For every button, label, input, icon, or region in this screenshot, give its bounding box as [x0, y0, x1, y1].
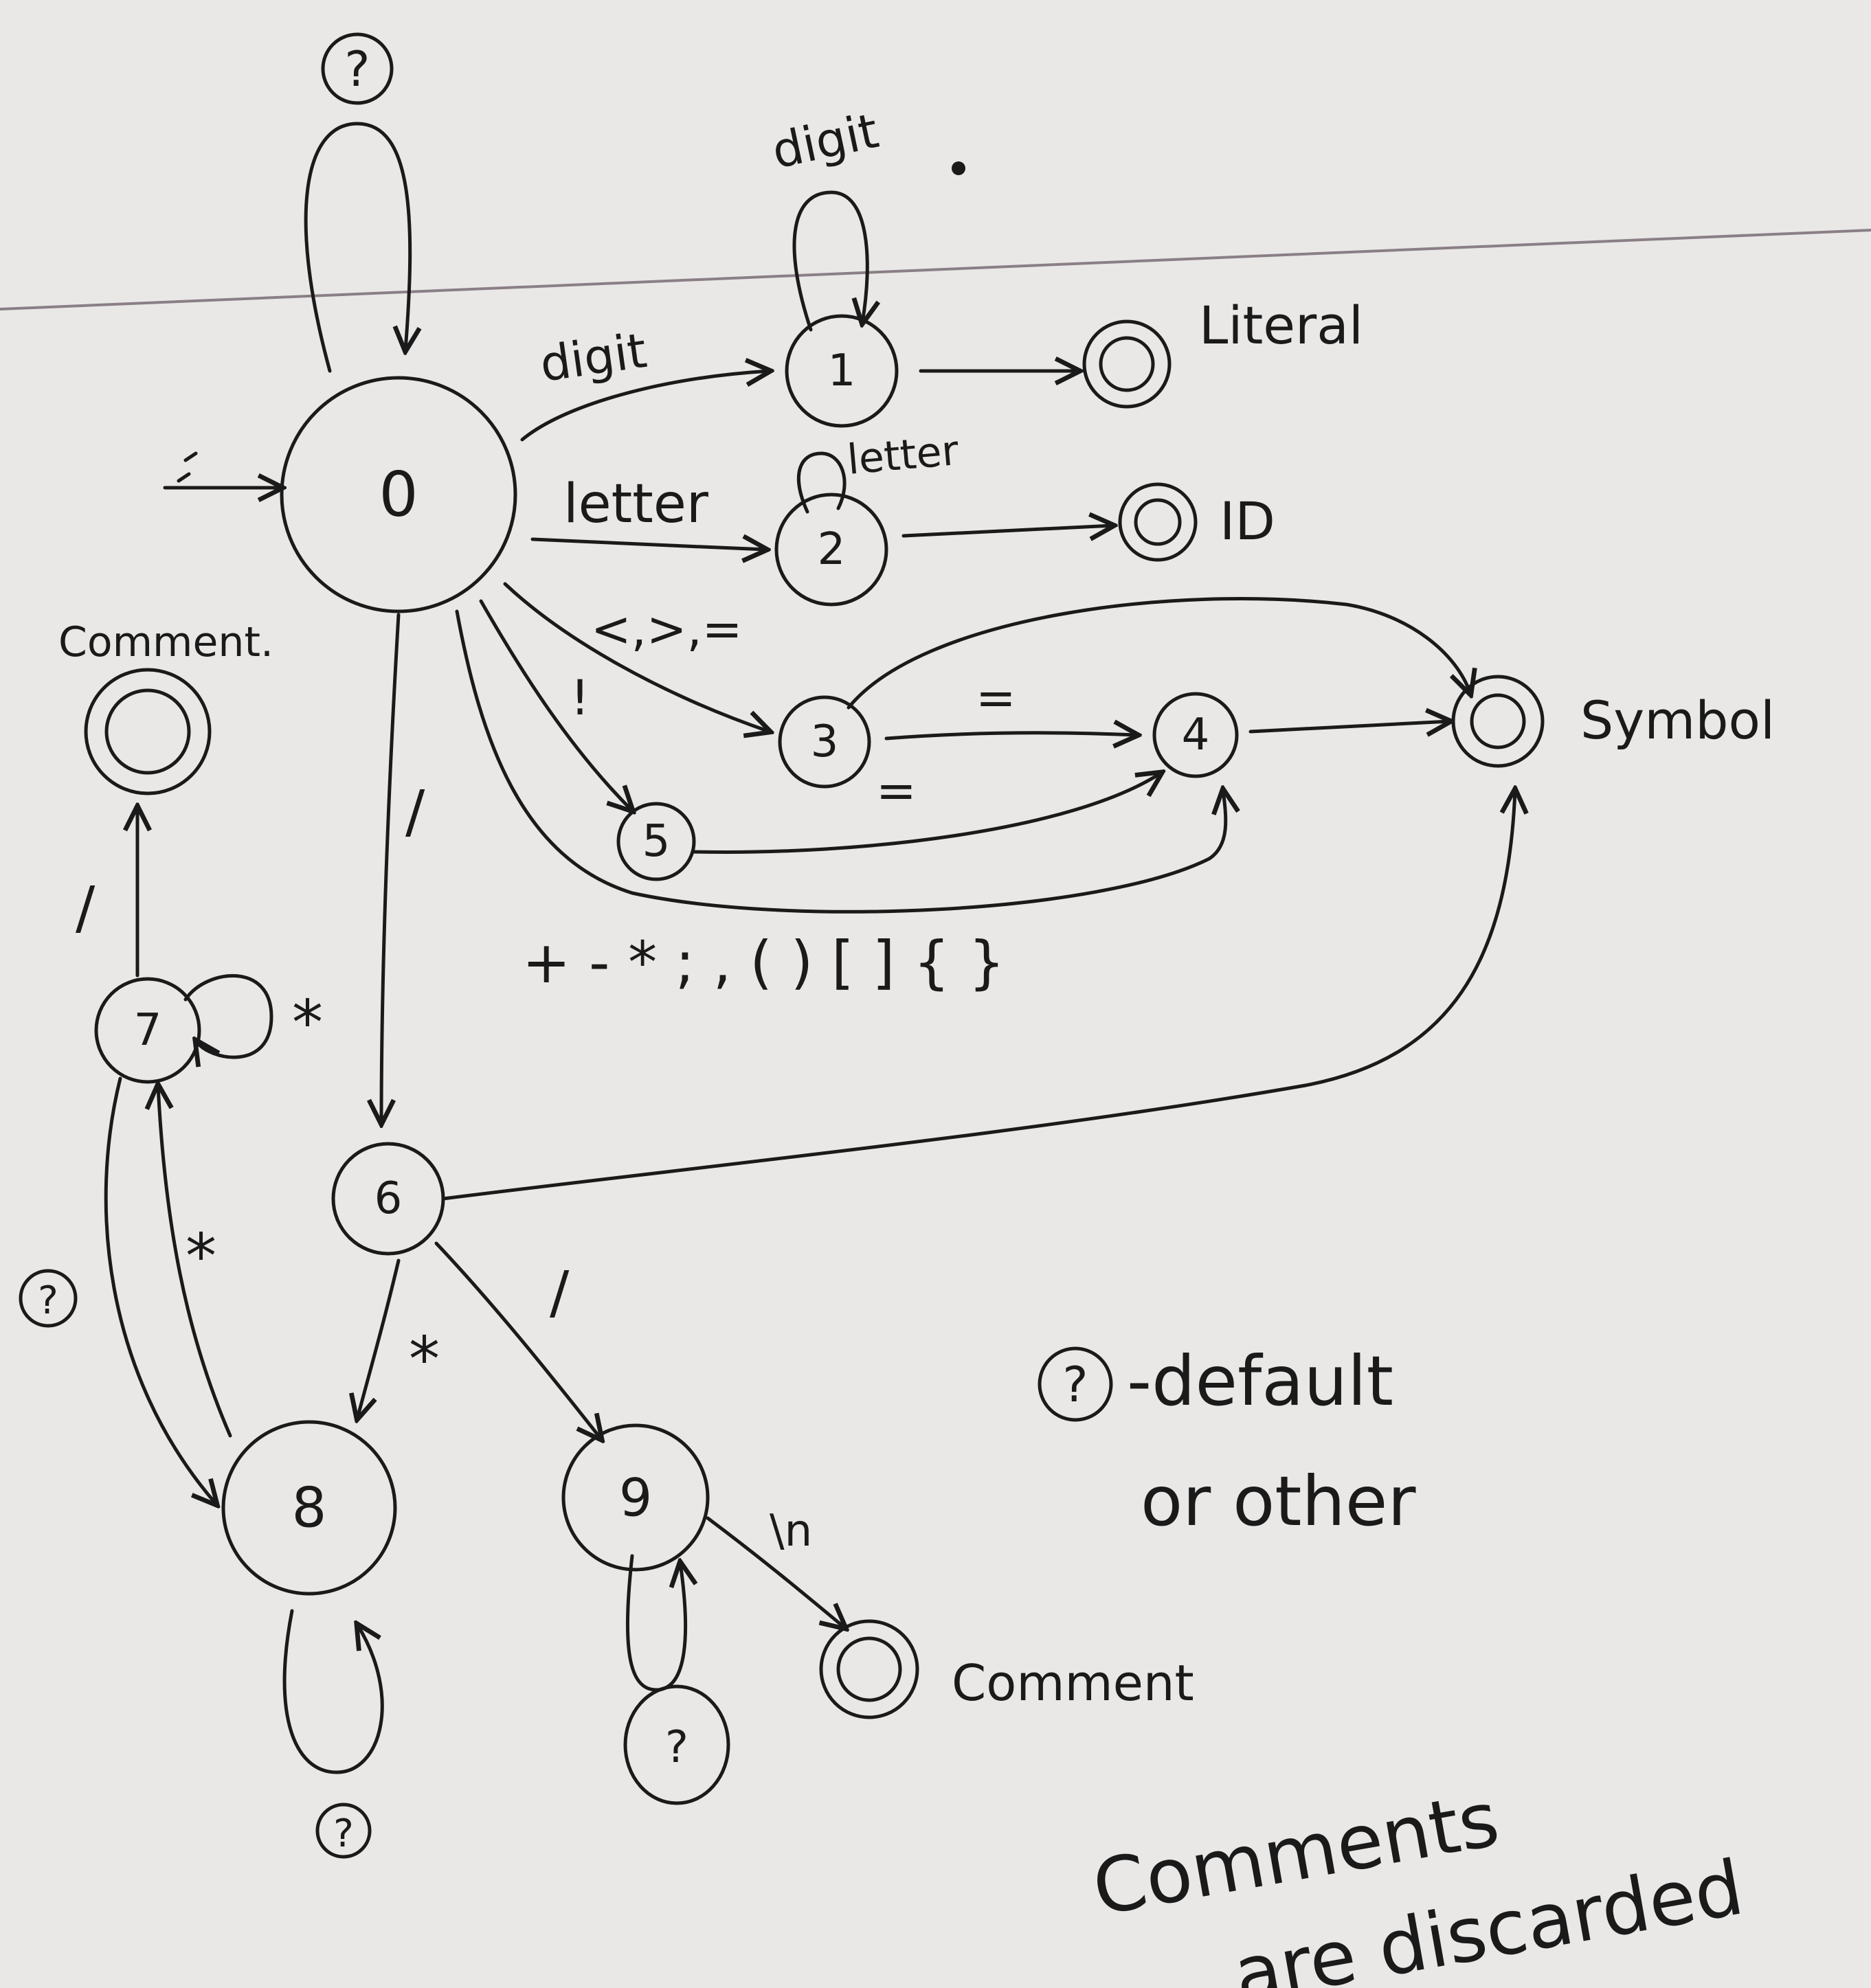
edge-0-3 — [503, 582, 770, 732]
state-4: 4 — [1152, 692, 1239, 778]
paper-rule-line — [0, 229, 1871, 310]
edge-8-7 — [158, 1085, 232, 1438]
state-8-label: 8 — [292, 1476, 327, 1540]
state-0-label: 0 — [379, 459, 418, 531]
accept-comment-top: Comment. — [58, 618, 273, 795]
edge-9-loop — [625, 1554, 685, 1692]
state-3: 3 — [778, 695, 871, 789]
label-eq-5-4: = — [876, 763, 917, 819]
legend-symbol: ? — [1062, 1357, 1088, 1413]
label-letter-0-2: letter — [563, 473, 709, 535]
accept-id: ID — [1118, 482, 1275, 562]
label-star-7-8: * — [186, 1221, 216, 1293]
state-0: 0 — [280, 376, 517, 613]
state-9-label: 9 — [619, 1467, 652, 1528]
legend-line2: or other — [1141, 1461, 1416, 1541]
accept-comment-top-label: Comment. — [58, 618, 273, 666]
start-arrow-ticks — [177, 451, 198, 483]
label-letter-loop-2: letter — [845, 427, 961, 484]
edge-8-loop — [282, 1609, 384, 1774]
edge-0-1 — [520, 371, 770, 442]
state-1: 1 — [785, 314, 899, 428]
accept-symbol: Symbol — [1451, 675, 1775, 768]
state-7-label: 7 — [134, 1005, 162, 1056]
loop-9-label-circle — [623, 1684, 730, 1805]
state-5: 5 — [616, 802, 696, 881]
edge-0-5 — [479, 599, 632, 811]
accept-comment-bottom: Comment — [819, 1619, 1194, 1719]
edge-0-4 — [455, 609, 1226, 914]
state-5-label: 5 — [642, 816, 671, 867]
accept-literal: Literal — [1082, 295, 1363, 409]
ink-dot — [952, 161, 965, 175]
label-bang-0-5: ! — [570, 670, 590, 726]
accept-literal-label: Literal — [1199, 295, 1363, 356]
state-6-label: 6 — [374, 1173, 403, 1224]
state-3-label: 3 — [811, 716, 839, 767]
edge-9-comment — [706, 1516, 845, 1628]
edge-1-loop — [792, 190, 867, 332]
edge-0-6 — [381, 613, 401, 1123]
accept-id-label: ID — [1220, 490, 1275, 552]
label-eq-3-4: = — [976, 670, 1016, 726]
label-rel-0-3: <,>,= — [591, 601, 742, 657]
edge-6-8 — [357, 1258, 401, 1419]
state-7: 7 — [94, 977, 201, 1084]
legend-circle — [1038, 1346, 1113, 1422]
label-star-loop-7: * — [292, 987, 323, 1059]
start-loop-label-circle — [321, 32, 394, 105]
state-8: 8 — [221, 1420, 397, 1596]
label-start-loop: ? — [344, 41, 370, 98]
state-2-label: 2 — [818, 524, 846, 575]
discard-note: Comments are discarded — [1086, 1775, 1749, 1988]
label-star-6-8: * — [409, 1324, 440, 1396]
accept-comment-bottom-label: Comment — [952, 1654, 1194, 1712]
label-digit-loop-1: digit — [767, 102, 883, 179]
label-slash-0-6: / — [405, 778, 425, 845]
label-other-loop-8: ? — [333, 1811, 354, 1856]
label-slash-6-9: / — [550, 1258, 570, 1326]
state-6: 6 — [331, 1142, 445, 1256]
label-newline-9-comment: \n — [770, 1506, 812, 1557]
edge-6-9 — [434, 1241, 601, 1439]
edge-0-2 — [530, 539, 766, 550]
edge-8-7-label-circle — [19, 1269, 78, 1328]
edge-0-loop — [304, 122, 410, 373]
label-digit-0-1: digit — [537, 322, 650, 393]
label-other-loop-9: ? — [665, 1722, 688, 1773]
edge-2-loop — [796, 451, 847, 514]
edge-3-symbol — [847, 597, 1470, 710]
edge-7-8 — [104, 1076, 216, 1504]
state-9: 9 — [561, 1423, 710, 1572]
legend-line1: -default — [1127, 1341, 1393, 1421]
state-4-label: 4 — [1182, 710, 1210, 760]
edge-5-4 — [692, 773, 1161, 854]
state-1-label: 1 — [828, 346, 856, 396]
loop-8-label-circle — [315, 1803, 372, 1859]
legend: ? -default or other — [1038, 1341, 1416, 1541]
state-2: 2 — [774, 493, 888, 607]
accept-symbol-label: Symbol — [1580, 690, 1775, 751]
edge-7-loop — [183, 974, 273, 1057]
edge-6-symbol — [441, 790, 1515, 1201]
edge-2-id — [901, 526, 1113, 536]
label-slash-7-comment: / — [76, 874, 96, 941]
edge-3-4 — [884, 733, 1137, 738]
label-other-8-7: ? — [38, 1278, 58, 1323]
edge-4-symbol — [1248, 721, 1450, 732]
label-single-symbols: + - * ; , ( ) [ ] { } — [522, 929, 1005, 996]
